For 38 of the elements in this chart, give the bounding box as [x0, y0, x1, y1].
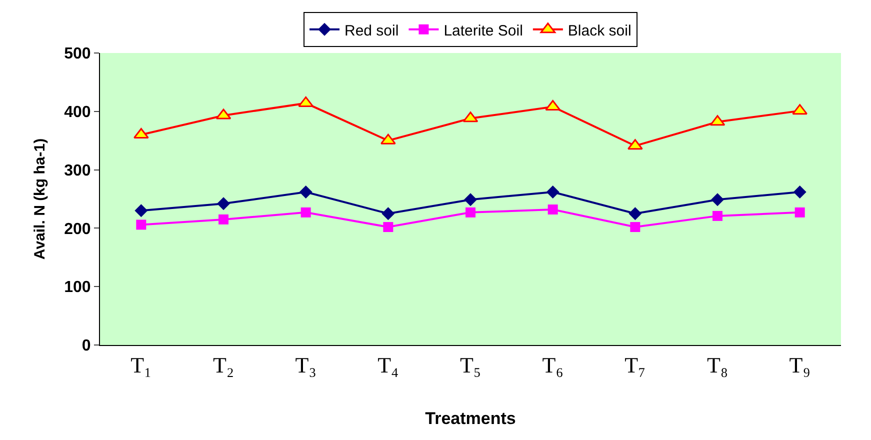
point [793, 185, 806, 198]
point [300, 207, 311, 218]
x-tick-label: T₅ [460, 352, 482, 378]
point [217, 197, 230, 210]
point [630, 222, 640, 232]
y-tick-label: 0 [82, 338, 91, 355]
x-tick-label: T₄ [378, 352, 399, 378]
y-tick-label: 100 [64, 279, 91, 296]
x-tick-label: T₈ [706, 352, 728, 378]
x-tick-label: T₁ [130, 352, 152, 378]
x-tick-label: T₇ [624, 352, 646, 378]
point [136, 220, 146, 230]
point [628, 207, 642, 220]
y-tick-label: 200 [64, 220, 91, 238]
legend-label: Laterite Soil [444, 22, 523, 40]
point [466, 207, 476, 218]
point [712, 210, 722, 221]
x-tick-label: T₂ [212, 352, 234, 378]
point [134, 204, 148, 218]
point [548, 204, 558, 215]
y-tick-label: 500 [64, 46, 91, 63]
y-tick-label: 300 [64, 162, 91, 180]
x-axis-title: Treatments [425, 408, 516, 428]
y-axis-title: Avail. N (kg ha-1) [31, 138, 48, 260]
point [218, 214, 228, 224]
x-tick-label: T₃ [295, 352, 316, 378]
point [382, 207, 395, 220]
x-tick-label: T₉ [789, 352, 810, 378]
point [383, 222, 394, 232]
x-tick-label: T₆ [542, 352, 564, 378]
legend-label: Black soil [568, 22, 632, 40]
point [464, 193, 477, 206]
point [546, 185, 560, 198]
point [299, 185, 312, 198]
point [794, 207, 805, 218]
point [711, 193, 724, 206]
y-tick-label: 400 [64, 104, 91, 121]
legend-label: Red soil [344, 22, 399, 40]
